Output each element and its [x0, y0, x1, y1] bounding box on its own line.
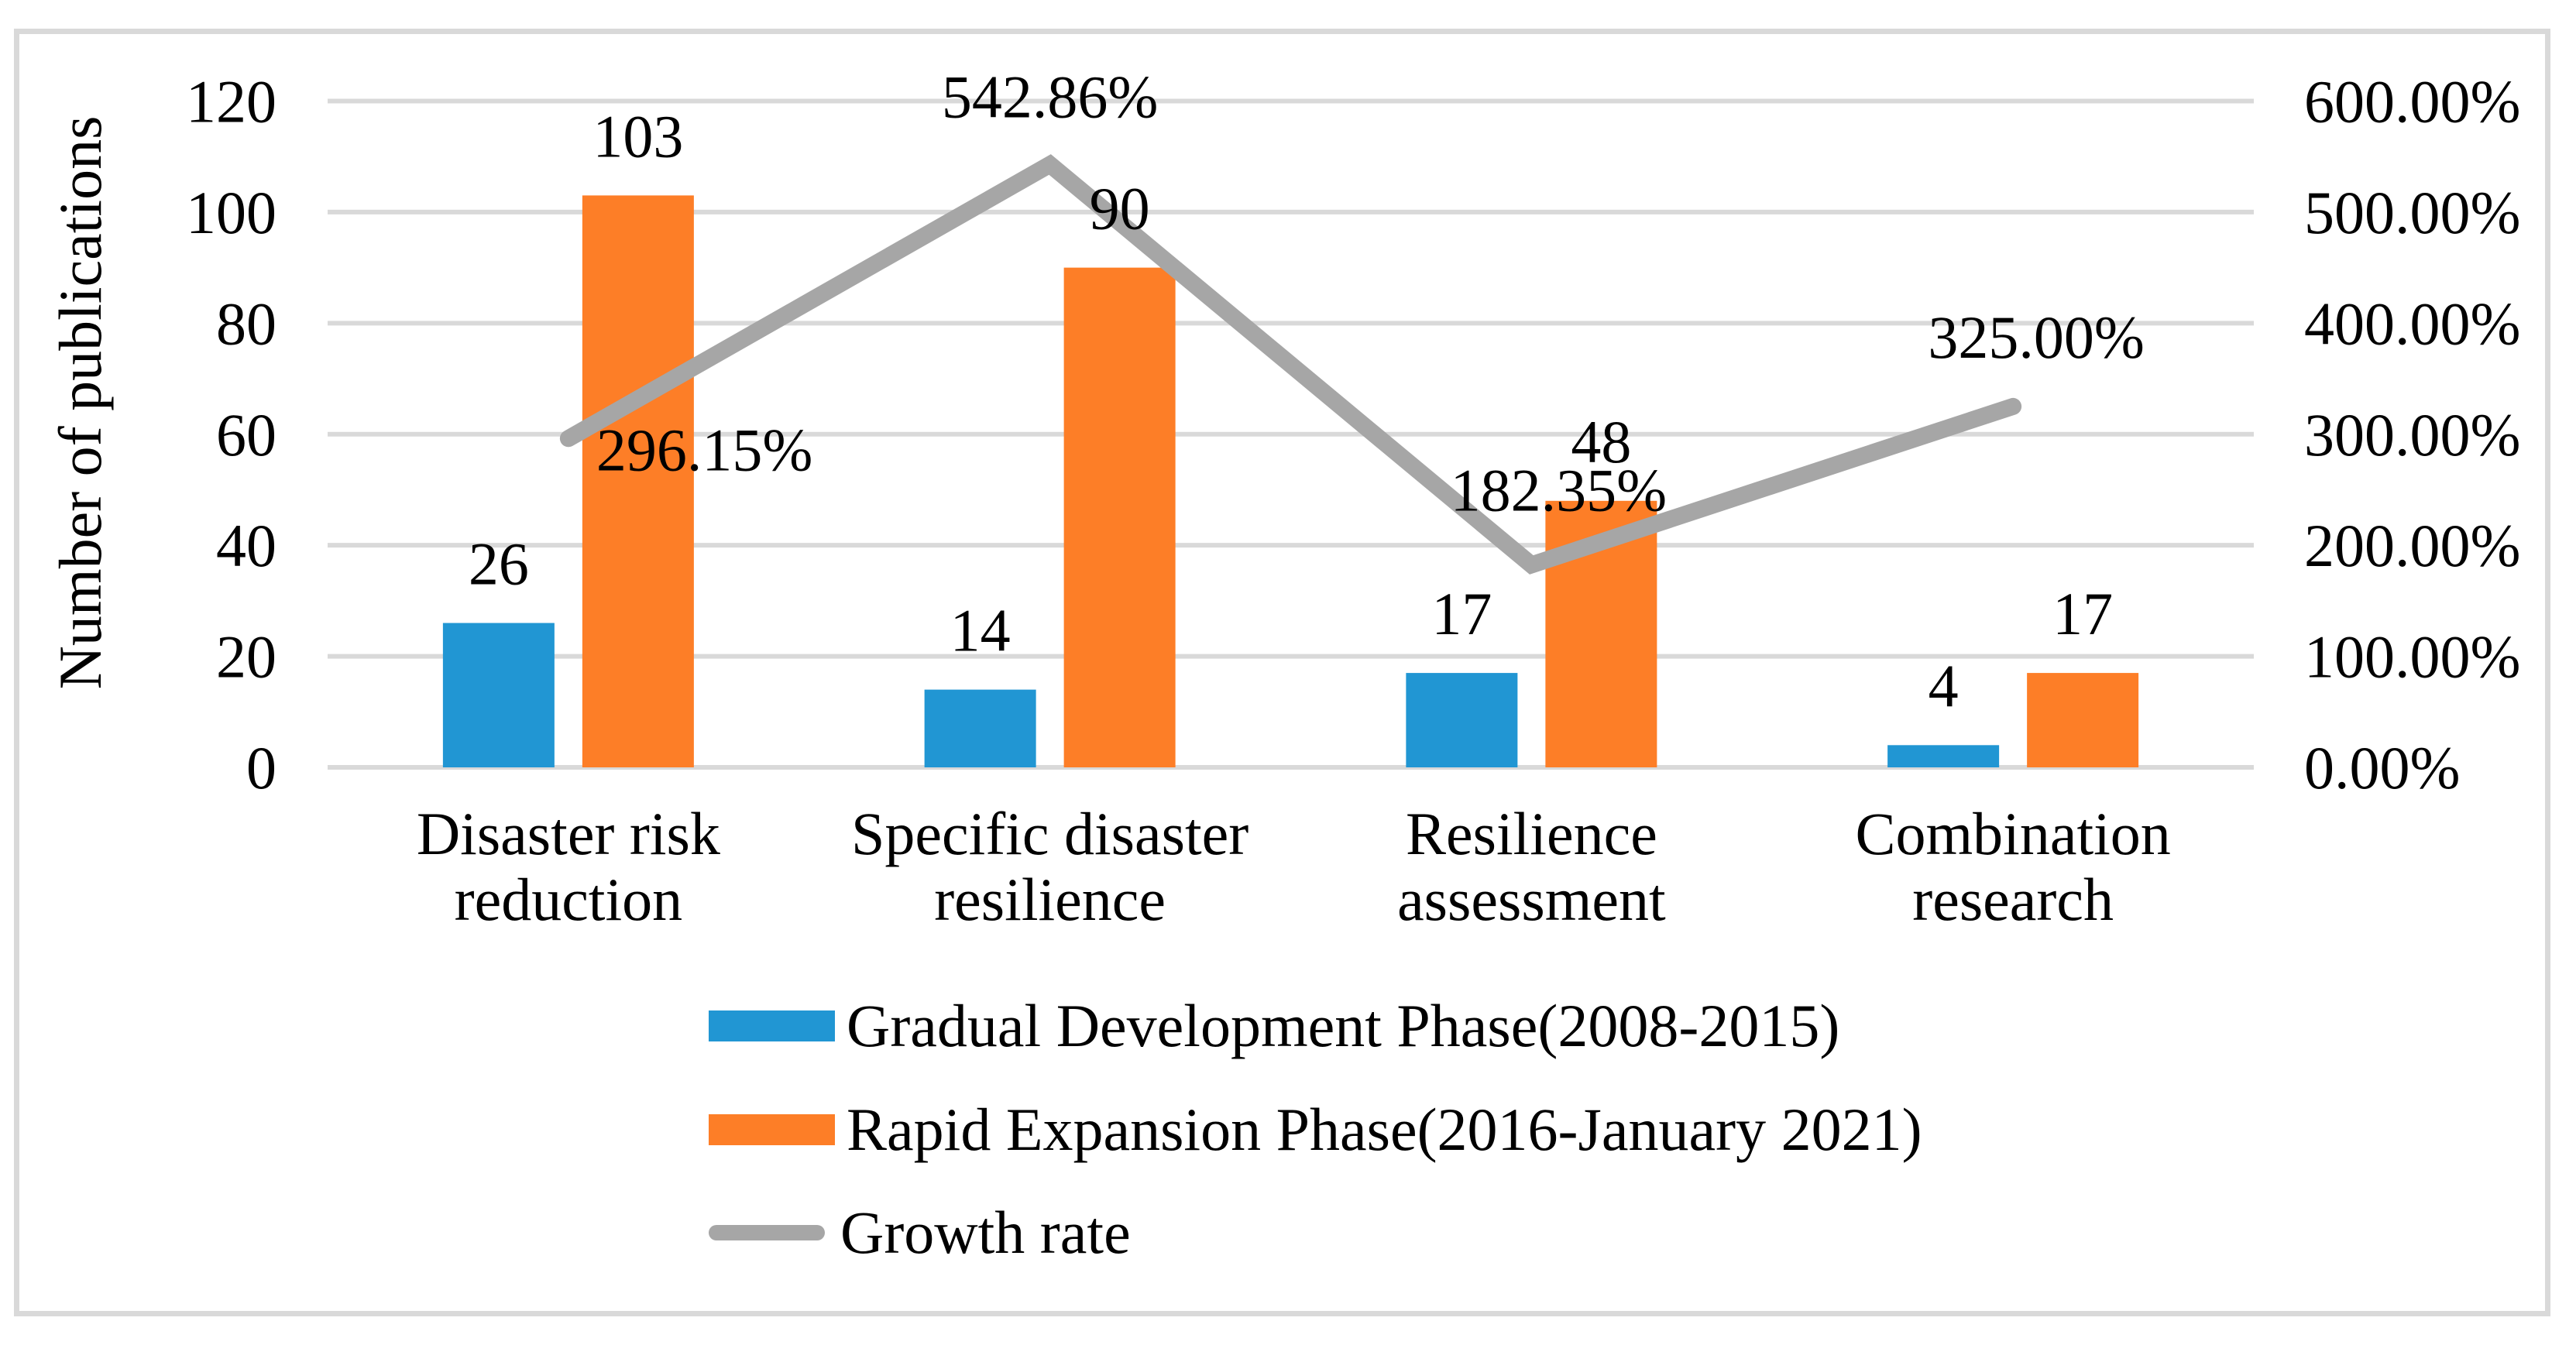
bar-value-label: 14	[950, 597, 1011, 664]
growth-rate-label: 325.00%	[1928, 304, 2144, 371]
bar-gradual-2	[924, 689, 1036, 767]
growth-rate-line	[559, 154, 2022, 575]
y-axis-tick-right: 200.00%	[2304, 512, 2520, 579]
bar-value-label: 17	[1431, 580, 1492, 647]
x-axis-category-label: Disaster risk reduction	[417, 800, 720, 933]
bar-value-label: 48	[1571, 408, 1631, 475]
bar-gradual-4	[1887, 745, 2000, 767]
x-axis-category-label: Specific disaster resilience	[851, 800, 1249, 933]
growth-rate-label: 542.86%	[942, 63, 1158, 130]
bar-value-label: 4	[1929, 652, 1959, 719]
bar-gradual-1	[442, 623, 555, 767]
y-axis-tick-left: 80	[216, 290, 276, 357]
y-axis-tick-left: 100	[186, 179, 276, 246]
y-axis-tick-right: 300.00%	[2304, 401, 2520, 468]
y-axis-tick-left: 40	[216, 512, 276, 579]
growth-rate-label: 296.15%	[596, 416, 812, 483]
y-axis-tick-left: 60	[216, 401, 276, 468]
y-axis-tick-left: 120	[186, 68, 276, 136]
bar-value-label: 17	[2052, 580, 2113, 647]
y-axis-tick-right: 500.00%	[2304, 179, 2520, 246]
y-axis-tick-left: 0	[246, 734, 276, 801]
y-axis-title: Number of publications	[46, 116, 114, 690]
bar-rapid-2	[1063, 267, 1176, 767]
bar-value-label: 90	[1090, 175, 1150, 242]
bar-value-label: 103	[592, 102, 683, 170]
y-axis-tick-right: 400.00%	[2304, 290, 2520, 357]
growth-rate-label: 182.35%	[1451, 456, 1667, 523]
x-axis-category-label: Resilience assessment	[1397, 800, 1666, 933]
chart-frame	[14, 29, 2550, 1316]
y-axis-tick-right: 600.00%	[2304, 68, 2520, 136]
y-axis-tick-right: 100.00%	[2304, 623, 2520, 691]
bar-rapid-4	[2027, 673, 2139, 767]
bar-rapid-1	[582, 195, 694, 767]
bar-value-label: 26	[469, 530, 529, 598]
y-axis-tick-left: 20	[216, 623, 276, 691]
x-axis-category-label: Combination research	[1855, 800, 2170, 933]
bar-gradual-3	[1406, 673, 1518, 767]
y-axis-tick-right: 0.00%	[2304, 734, 2460, 801]
